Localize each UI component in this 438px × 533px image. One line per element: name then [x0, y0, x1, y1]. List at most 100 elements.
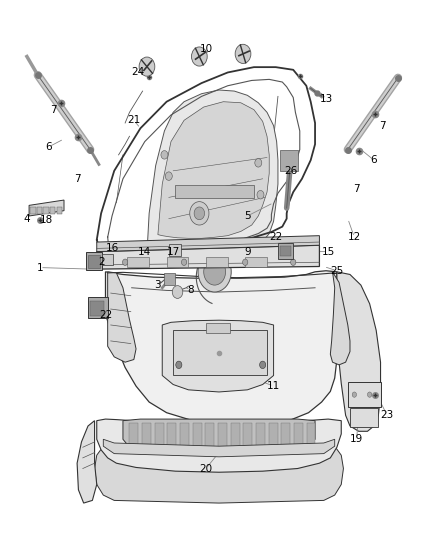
Bar	[244, 423, 252, 451]
Polygon shape	[337, 272, 381, 431]
Text: 6: 6	[371, 155, 377, 165]
Bar	[231, 423, 240, 451]
Text: 23: 23	[381, 410, 394, 421]
Circle shape	[181, 259, 187, 265]
Polygon shape	[106, 271, 337, 423]
Text: 18: 18	[40, 215, 53, 225]
Text: 5: 5	[244, 211, 251, 221]
Bar	[37, 207, 42, 214]
Text: 11: 11	[267, 381, 280, 391]
Polygon shape	[97, 419, 341, 472]
Bar	[206, 324, 230, 333]
Text: 19: 19	[350, 434, 363, 445]
Text: 8: 8	[187, 285, 194, 295]
Text: 26: 26	[284, 166, 298, 176]
Bar	[30, 207, 35, 214]
Bar	[278, 243, 293, 259]
Text: 4: 4	[24, 214, 30, 224]
Bar	[155, 423, 163, 451]
Circle shape	[255, 159, 262, 167]
Bar	[206, 257, 228, 267]
Bar	[127, 257, 149, 267]
Bar	[142, 423, 151, 451]
Bar	[166, 257, 188, 267]
Text: 7: 7	[74, 174, 81, 184]
Text: 17: 17	[166, 247, 180, 256]
Polygon shape	[92, 245, 319, 269]
Text: 15: 15	[321, 247, 335, 256]
Polygon shape	[162, 320, 274, 392]
Circle shape	[352, 392, 357, 397]
Bar	[43, 207, 49, 214]
Bar	[88, 297, 108, 318]
Circle shape	[235, 44, 251, 63]
Polygon shape	[95, 446, 343, 503]
Text: 7: 7	[353, 184, 360, 195]
Bar	[90, 301, 104, 316]
Circle shape	[198, 252, 231, 292]
Text: 2: 2	[98, 257, 104, 267]
Bar	[180, 423, 189, 451]
Polygon shape	[147, 90, 278, 256]
Circle shape	[123, 259, 128, 265]
Circle shape	[139, 57, 155, 76]
Circle shape	[165, 172, 172, 180]
Bar	[269, 423, 278, 451]
Text: 25: 25	[330, 266, 343, 276]
Bar	[86, 252, 102, 270]
Polygon shape	[77, 421, 97, 503]
Circle shape	[190, 201, 209, 225]
Bar	[282, 423, 290, 451]
Bar	[218, 423, 227, 451]
Bar	[173, 330, 267, 375]
Bar	[307, 423, 315, 451]
Text: 16: 16	[106, 243, 119, 253]
Text: 1: 1	[37, 263, 43, 272]
Bar	[164, 273, 175, 285]
Bar	[57, 207, 62, 214]
Text: 7: 7	[379, 120, 386, 131]
Circle shape	[172, 286, 183, 298]
Bar	[50, 207, 55, 214]
Text: 22: 22	[269, 232, 283, 243]
Circle shape	[204, 259, 226, 285]
Bar	[280, 246, 290, 256]
Bar	[169, 244, 181, 256]
Bar	[350, 408, 378, 427]
Bar	[175, 185, 254, 198]
Text: 20: 20	[199, 464, 212, 473]
Text: 21: 21	[127, 115, 141, 125]
Bar	[193, 423, 201, 451]
Circle shape	[176, 361, 182, 368]
Polygon shape	[123, 419, 315, 454]
Text: 13: 13	[319, 94, 332, 104]
Text: 6: 6	[46, 142, 52, 152]
Text: 22: 22	[99, 310, 112, 320]
Bar	[102, 254, 113, 265]
Polygon shape	[97, 236, 319, 252]
Bar	[205, 423, 214, 451]
Bar	[167, 423, 176, 451]
Polygon shape	[158, 102, 269, 238]
Bar	[348, 382, 381, 407]
Bar	[294, 423, 303, 451]
Text: 9: 9	[244, 247, 251, 257]
Bar	[256, 423, 265, 451]
Circle shape	[161, 151, 168, 159]
Bar	[88, 255, 100, 268]
Text: 7: 7	[50, 104, 57, 115]
Polygon shape	[330, 272, 350, 365]
Polygon shape	[29, 200, 64, 216]
Text: 24: 24	[131, 68, 145, 77]
Circle shape	[290, 259, 296, 265]
Text: 10: 10	[199, 44, 212, 53]
Polygon shape	[108, 272, 136, 362]
Bar	[130, 423, 138, 451]
Text: 14: 14	[138, 247, 152, 256]
Polygon shape	[103, 439, 335, 457]
Text: 12: 12	[348, 232, 361, 243]
Circle shape	[260, 361, 266, 368]
Circle shape	[367, 392, 372, 397]
Circle shape	[243, 259, 248, 265]
Bar	[280, 150, 297, 171]
